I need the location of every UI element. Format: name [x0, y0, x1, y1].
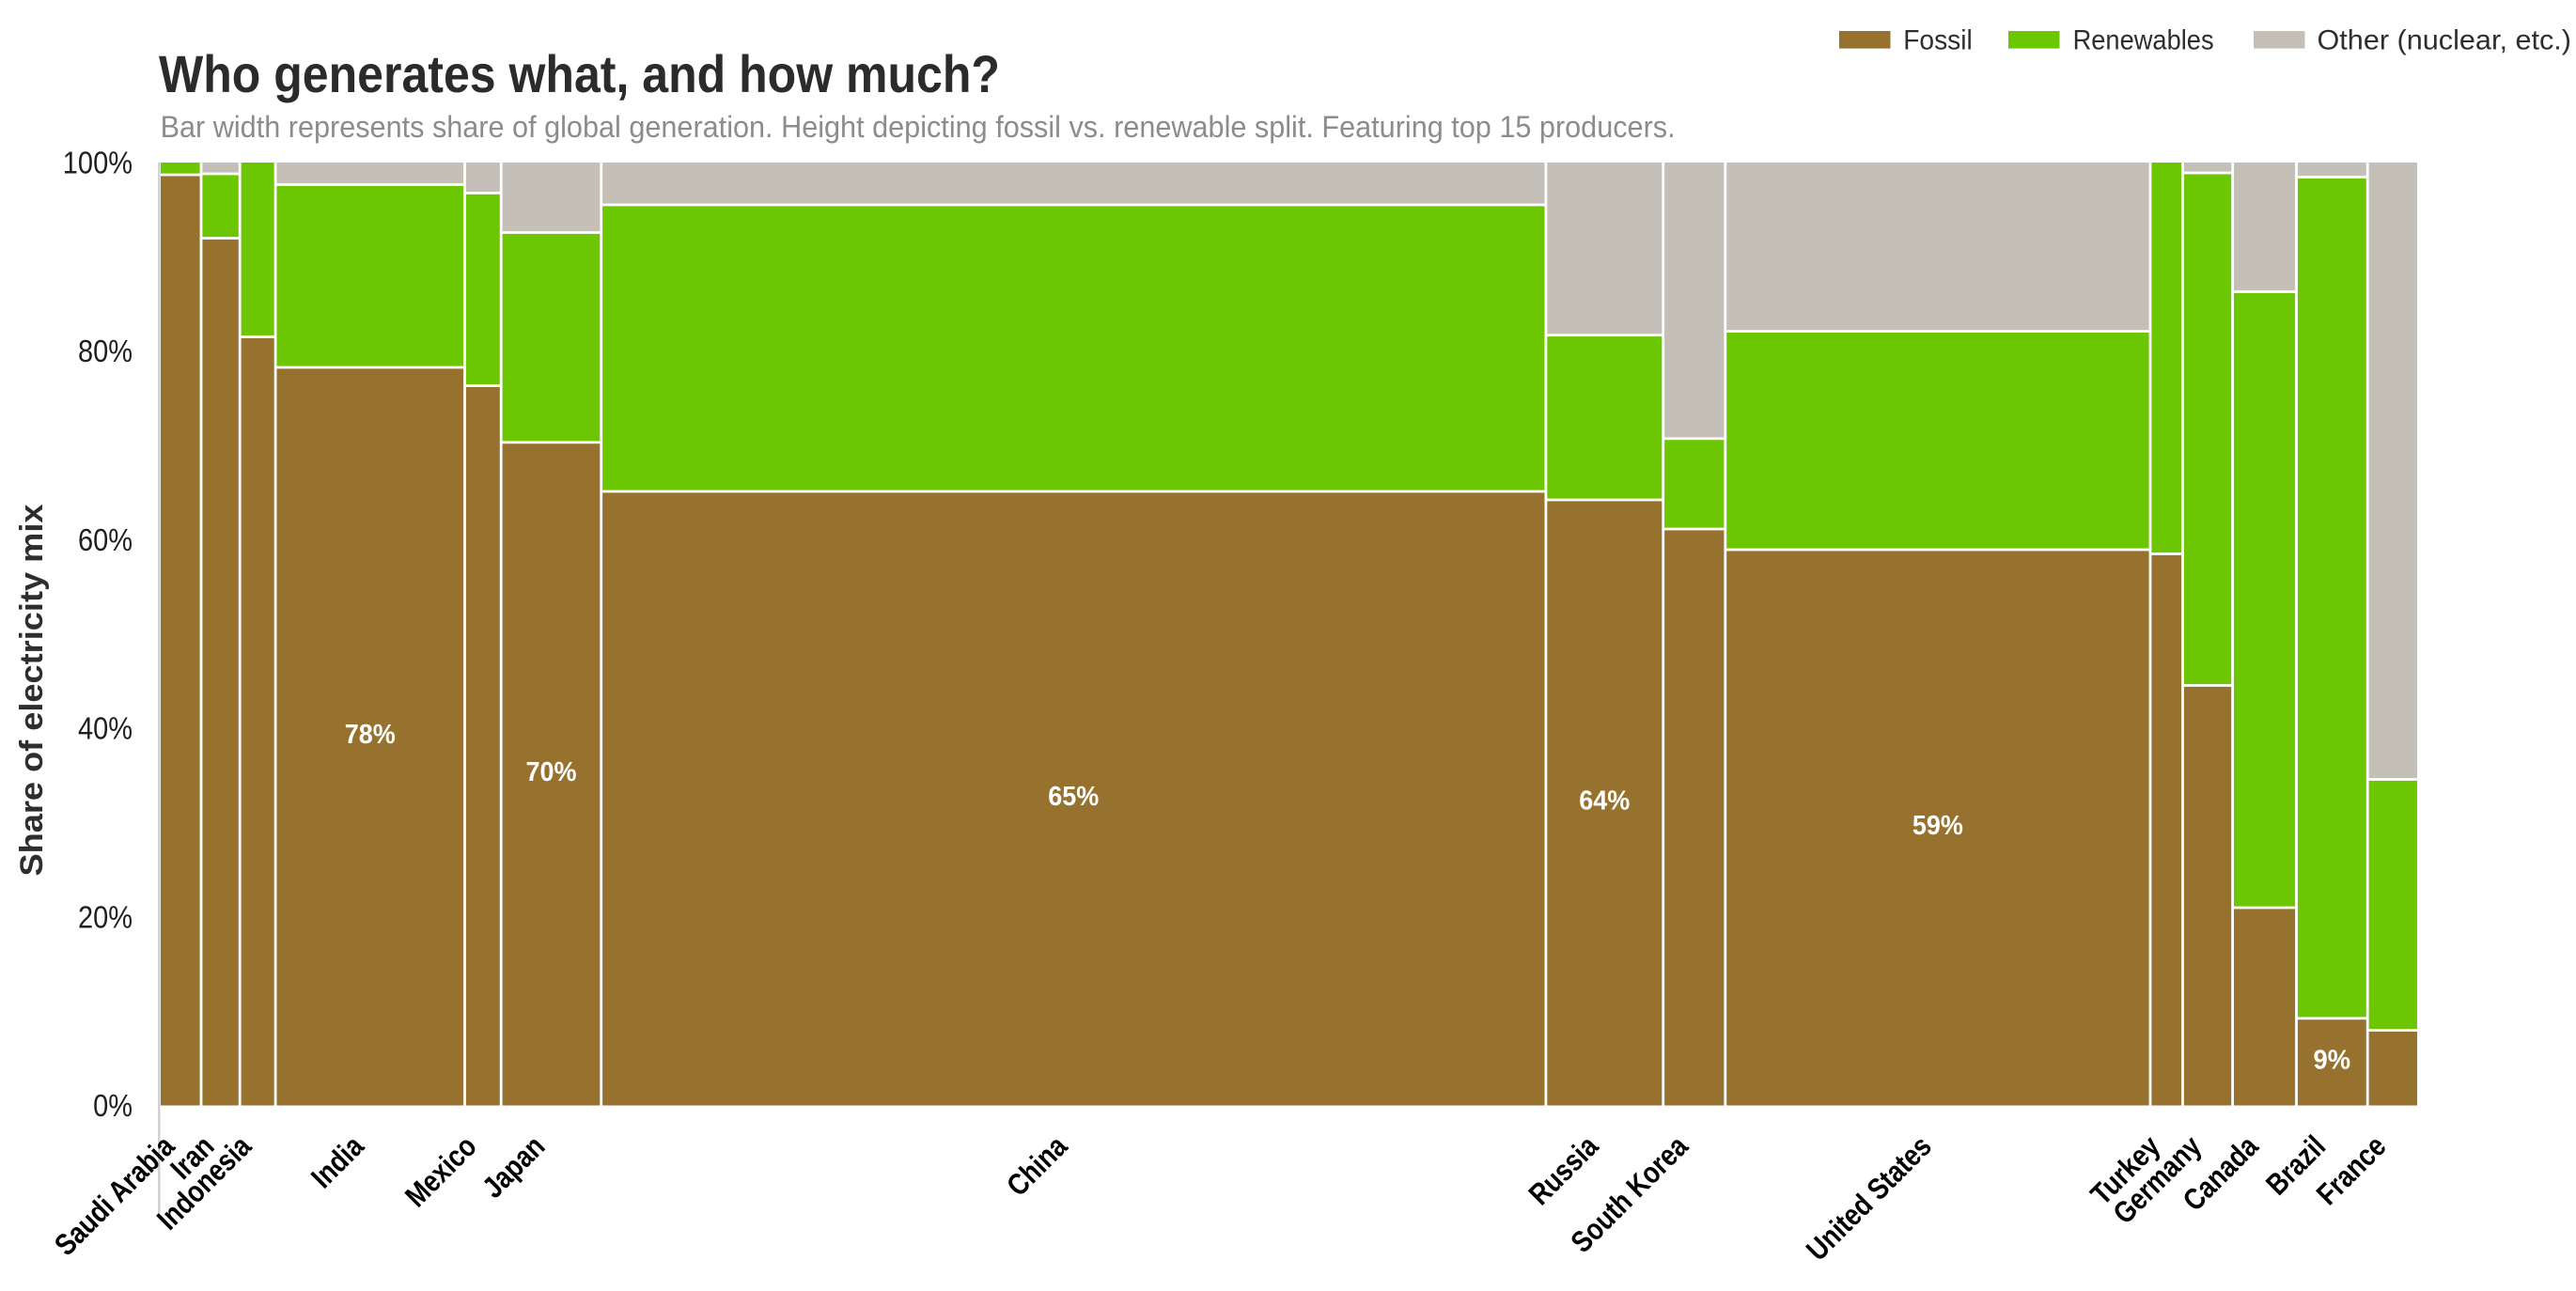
- svg-text:78%: 78%: [345, 720, 396, 750]
- svg-text:Renewables: Renewables: [2073, 24, 2214, 55]
- svg-text:59%: 59%: [1912, 811, 1963, 841]
- svg-text:60%: 60%: [78, 522, 133, 557]
- svg-text:20%: 20%: [78, 899, 133, 934]
- svg-text:Share of electricity mix: Share of electricity mix: [14, 504, 50, 876]
- svg-text:100%: 100%: [63, 146, 133, 180]
- svg-text:Bar width represents share of: Bar width represents share of global gen…: [161, 110, 1676, 144]
- svg-text:40%: 40%: [78, 711, 133, 746]
- svg-text:Fossil: Fossil: [1903, 24, 1973, 55]
- svg-text:Who generates what, and how mu: Who generates what, and how much?: [159, 44, 1000, 103]
- svg-text:65%: 65%: [1048, 782, 1099, 812]
- svg-text:Other (nuclear, etc.): Other (nuclear, etc.): [2318, 24, 2572, 55]
- svg-text:70%: 70%: [526, 757, 577, 787]
- svg-text:80%: 80%: [78, 334, 133, 368]
- svg-text:9%: 9%: [2314, 1045, 2351, 1075]
- svg-text:0%: 0%: [93, 1088, 133, 1123]
- svg-text:64%: 64%: [1579, 786, 1630, 817]
